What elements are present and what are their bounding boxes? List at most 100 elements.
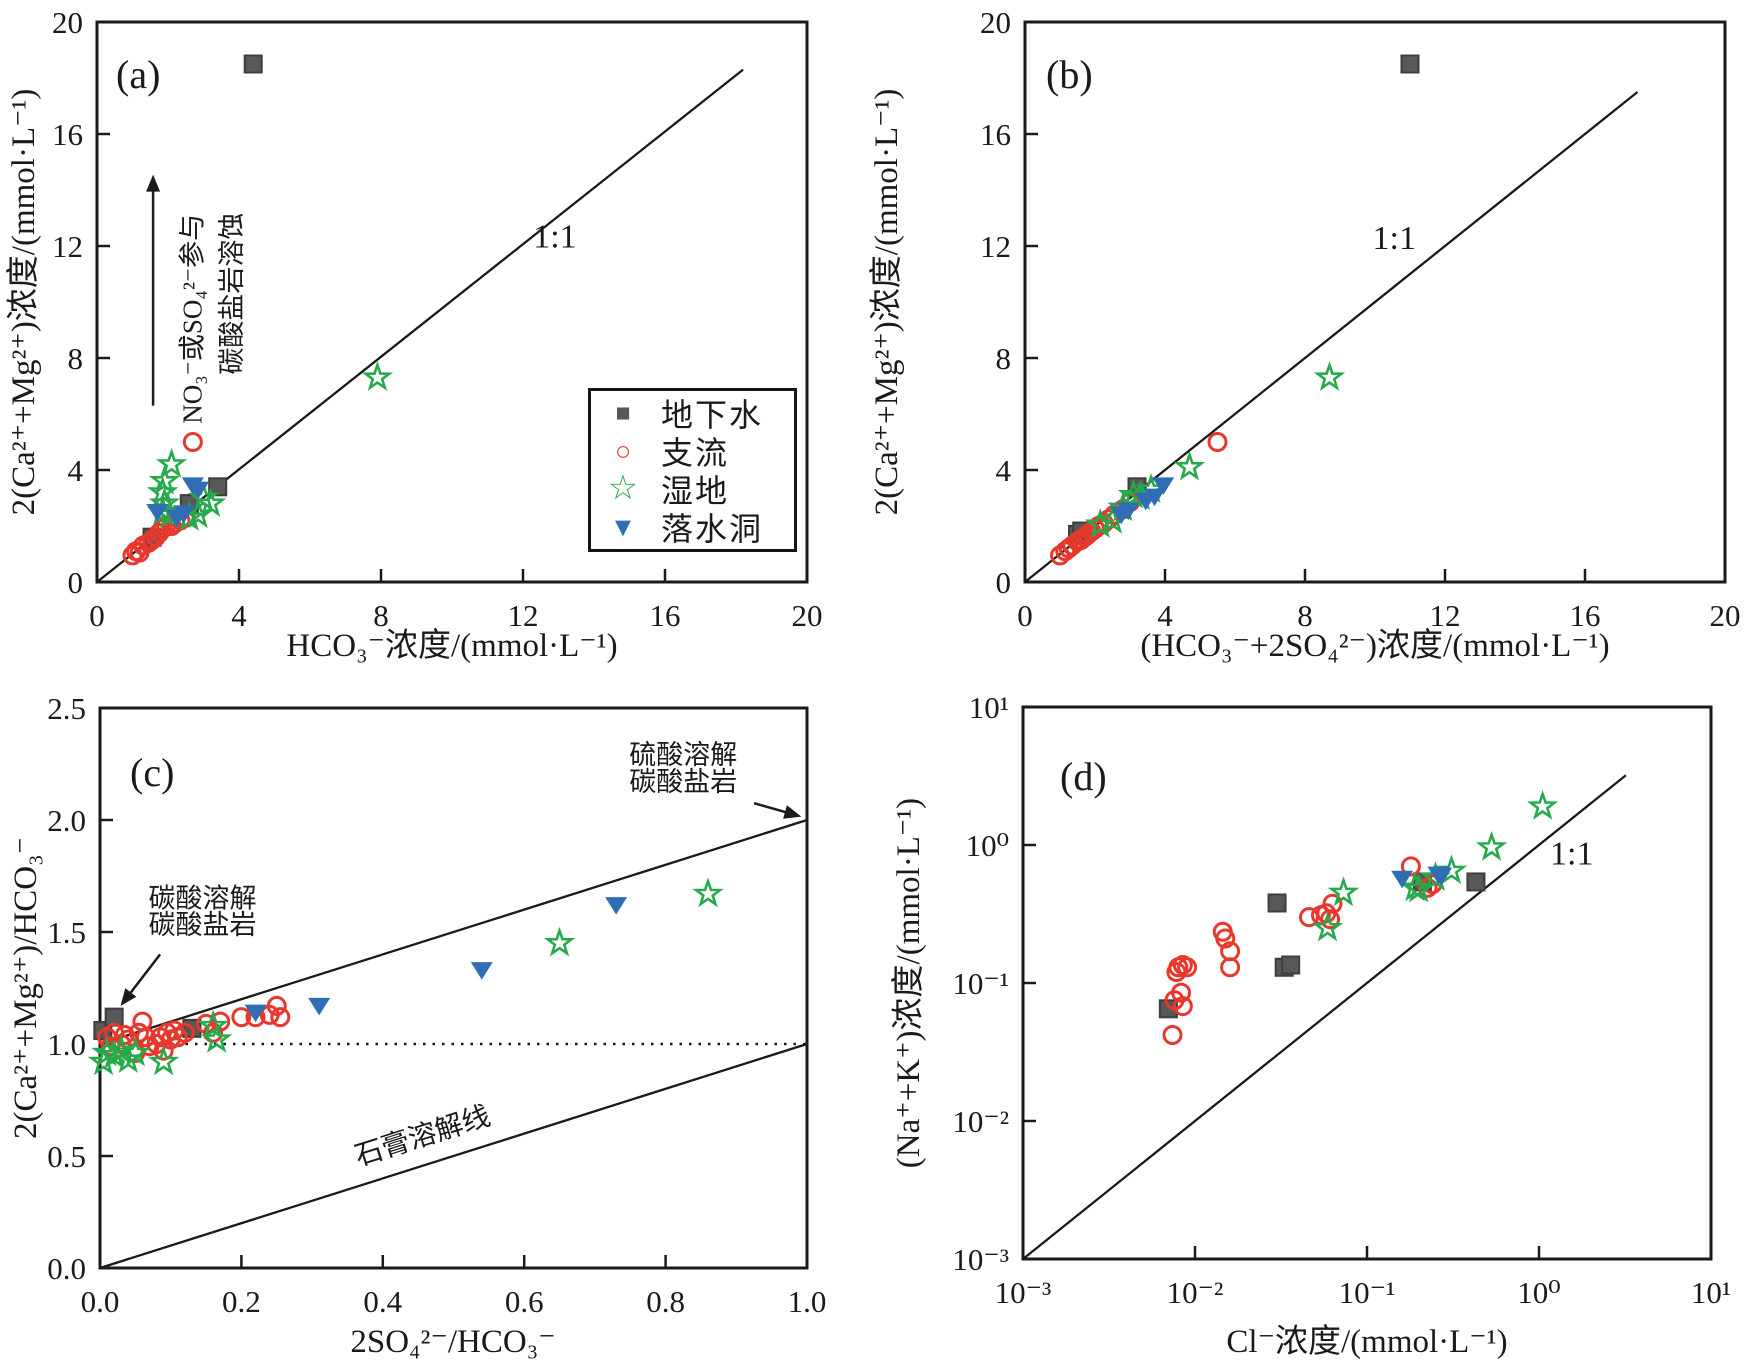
point-wetland	[1084, 508, 1116, 538]
x-tick-label: 0.8	[646, 1284, 685, 1319]
point-tributary	[1215, 928, 1236, 949]
point-tributary	[174, 1022, 195, 1043]
y-tick-label: 16	[980, 117, 1011, 152]
point-wetland	[1327, 876, 1360, 907]
gypsum-line-label: 石膏溶解线	[351, 1100, 494, 1173]
point-tributary	[1322, 893, 1343, 914]
groundwater-square-icon: ■	[615, 399, 631, 427]
y-tick-label: 12	[980, 229, 1011, 264]
x-tick-label: 4	[231, 598, 247, 633]
legend-item-wetland: ☆ 湿地	[605, 470, 788, 510]
y-tick-label: 1.0	[47, 1027, 86, 1062]
x-tick-label: 10¹	[1691, 1275, 1731, 1310]
point-wetland	[1117, 478, 1150, 509]
x-tick-label: 20	[792, 598, 823, 633]
point-tributary	[1417, 877, 1438, 898]
point-wetland	[1527, 790, 1559, 820]
y-tick-label: 12	[52, 229, 83, 264]
y-tick-label: 10⁻¹	[952, 966, 1009, 1001]
x-tick-label: 0.2	[222, 1284, 261, 1319]
point-wetland	[201, 1023, 233, 1053]
panel-c-ylabel: 2(Ca²⁺+Mg²⁺)/HCO₃⁻	[8, 837, 44, 1139]
tributary-circle-icon: ○	[614, 435, 632, 466]
point-wetland	[155, 447, 188, 478]
annotation-sulfuric-2: 碳酸盐岩	[629, 767, 737, 797]
x-tick-label: 1.0	[788, 1284, 827, 1319]
point-sinkhole	[605, 897, 628, 915]
panel-a-letter: (a)	[116, 52, 160, 97]
point-tributary	[1171, 982, 1192, 1003]
y-tick-label: 0	[68, 565, 84, 600]
carbonic-annotation-arrow-shaft	[124, 953, 162, 1000]
point-tributary	[270, 1007, 291, 1028]
point-wetland	[1475, 830, 1508, 861]
legend-item-groundwater: ■ 地下水	[605, 394, 788, 433]
gypsum-dissolution-line	[99, 1042, 808, 1270]
point-wetland	[119, 1036, 151, 1067]
point-tributary	[1207, 432, 1228, 452]
panel-d: 10⁻³ 10⁻² 10⁻¹ 10⁰ 10¹ 10⁻³ 10⁻² 10⁻¹ 10⁰ 10¹ 1:1	[952, 690, 1731, 1310]
point-sinkhole	[470, 962, 493, 980]
legend-item-sinkhole: ▼ 落水洞	[605, 508, 788, 547]
y-tick-label: 1.5	[47, 915, 86, 950]
x-tick-label: 10⁰	[1517, 1275, 1560, 1310]
x-tick-label: 8	[373, 598, 389, 633]
x-tick-label: 8	[1297, 598, 1313, 633]
panel-c-frame	[98, 706, 809, 1270]
point-tributary	[231, 1007, 252, 1028]
point-wetland	[543, 926, 576, 957]
point-sinkhole	[1134, 492, 1157, 511]
y-tick-label: 10⁻³	[952, 1242, 1009, 1277]
x-tick-label: 0	[89, 598, 105, 633]
y-tick-label: 16	[52, 117, 83, 152]
x-tick-label: 0.0	[81, 1284, 120, 1319]
annotation-carbonic-1: 碳酸溶解	[149, 883, 257, 913]
point-wetland	[112, 1043, 144, 1074]
y-tick-label: 10¹	[969, 690, 1009, 725]
y-tick-label: 10⁻²	[952, 1104, 1009, 1139]
panel-a: 0 4 8 12 16 20 0 4 8 12 16 20 1:1 NO₃⁻或SO₄²⁻参与 碳酸盐岩溶蚀	[52, 5, 823, 633]
x-tick-label: 10⁻¹	[1339, 1275, 1396, 1310]
x-tick-label: 4	[1157, 598, 1173, 633]
legend-label-wetland: 湿地	[661, 473, 730, 509]
point-tributary	[1400, 856, 1421, 877]
point-sinkhole	[1152, 477, 1175, 495]
point-tributary	[266, 995, 287, 1016]
point-tributary	[132, 1011, 153, 1032]
ratio-label: 1:1	[533, 218, 576, 255]
panel-c-xlabel: 2SO₄²⁻/HCO₃⁻	[350, 1324, 555, 1360]
x-tick-label: 10⁻²	[1167, 1275, 1224, 1310]
panel-d-xlabel: Cl⁻浓度/(mmol·L⁻¹)	[1226, 1323, 1507, 1360]
point-groundwater	[208, 477, 228, 497]
point-sinkhole	[1430, 867, 1453, 886]
panel-b-xlabel: (HCO₃⁻+2SO₄²⁻)浓度/(mmol·L⁻¹)	[1140, 627, 1609, 664]
sulfuric-annotation-arrow-head	[783, 805, 802, 819]
legend-label-tributary: 支流	[661, 435, 730, 471]
panel-d-letter: (d)	[1060, 754, 1107, 799]
point-wetland	[692, 877, 724, 908]
point-tributary	[1220, 957, 1241, 978]
panel-a-xlabel: HCO₃⁻浓度/(mmol·L⁻¹)	[286, 627, 617, 664]
point-tributary	[114, 1025, 135, 1046]
y-tick-label: 2.0	[47, 803, 86, 838]
point-sinkhole	[187, 481, 210, 500]
legend: ■ 地下水 ○ 支流 ☆ 湿地 ▼ 落水洞	[588, 388, 797, 552]
dissolution-direction-arrow-head	[146, 174, 161, 192]
y-tick-label: 10⁰	[966, 828, 1009, 863]
legend-item-tributary: ○ 支流	[605, 432, 788, 471]
point-tributary	[182, 432, 203, 452]
y-tick-label: 20	[980, 5, 1011, 40]
point-groundwater	[1267, 893, 1287, 913]
carbonic-annotation-arrow-head	[120, 988, 137, 1006]
y-tick-label: 2.5	[47, 691, 86, 726]
y-tick-label: 20	[52, 5, 83, 40]
x-tick-label: 10⁻³	[995, 1275, 1052, 1310]
panel-c: 0.0 0.2 0.4 0.6 0.8 1.0 0.0 0.5 1.0 1.5 2.0 2.5 硫酸溶解…	[47, 691, 826, 1319]
x-tick-label: 0	[1017, 598, 1033, 633]
point-sinkhole	[172, 505, 195, 523]
x-tick-label: 12	[508, 598, 539, 633]
y-tick-label: 0.5	[47, 1139, 86, 1174]
point-wetland	[361, 361, 394, 391]
